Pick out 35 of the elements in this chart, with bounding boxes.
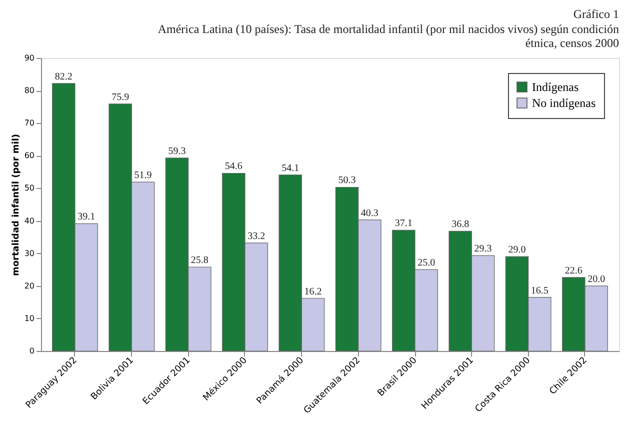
data-label: 29.0 (508, 244, 526, 256)
y-tick-label: 0 (29, 346, 34, 356)
y-tick-label: 90 (24, 54, 34, 62)
y-tick-label: 80 (24, 86, 34, 96)
y-tick-label: 40 (24, 216, 34, 226)
y-axis-title: mortalidad infantil (por mil) (11, 134, 22, 276)
data-label: 33.2 (248, 230, 266, 242)
data-label: 54.1 (282, 162, 300, 174)
y-tick-label: 60 (24, 151, 34, 160)
data-label: 54.6 (224, 161, 242, 172)
data-label: 16.2 (304, 286, 322, 298)
data-label: 82.2 (54, 71, 72, 82)
y-tick-label: 70 (24, 118, 34, 128)
data-label: 50.3 (338, 175, 356, 186)
y-tick-label: 50 (24, 184, 34, 193)
y-tick-label: 30 (24, 248, 34, 258)
data-label: 51.9 (134, 170, 152, 182)
legend-label: No indígenas (532, 96, 596, 110)
data-label: 40.3 (360, 208, 378, 219)
data-label: 39.1 (78, 212, 96, 223)
data-label: 20.0 (588, 274, 606, 285)
chart-title: Gráfico 1 (573, 7, 619, 21)
y-tick-label: 20 (24, 281, 34, 290)
data-label: 59.3 (168, 146, 186, 157)
data-label: 37.1 (394, 218, 412, 230)
data-label: 25.0 (418, 258, 436, 269)
chart-subtitle: América Latina (10 países): Tasa de mortalidad infantil (por mil nacidos vivos) según condición étnica, censos 2000 (158, 22, 619, 50)
data-label: 16.5 (530, 285, 548, 296)
data-label: 29.3 (474, 244, 492, 255)
data-label: 22.6 (564, 265, 582, 276)
y-tick-label: 10 (24, 314, 34, 323)
legend-label: Indígenas (532, 80, 579, 94)
data-label: 36.8 (452, 219, 470, 230)
data-label: 25.8 (190, 255, 208, 266)
data-label: 75.9 (112, 92, 130, 103)
